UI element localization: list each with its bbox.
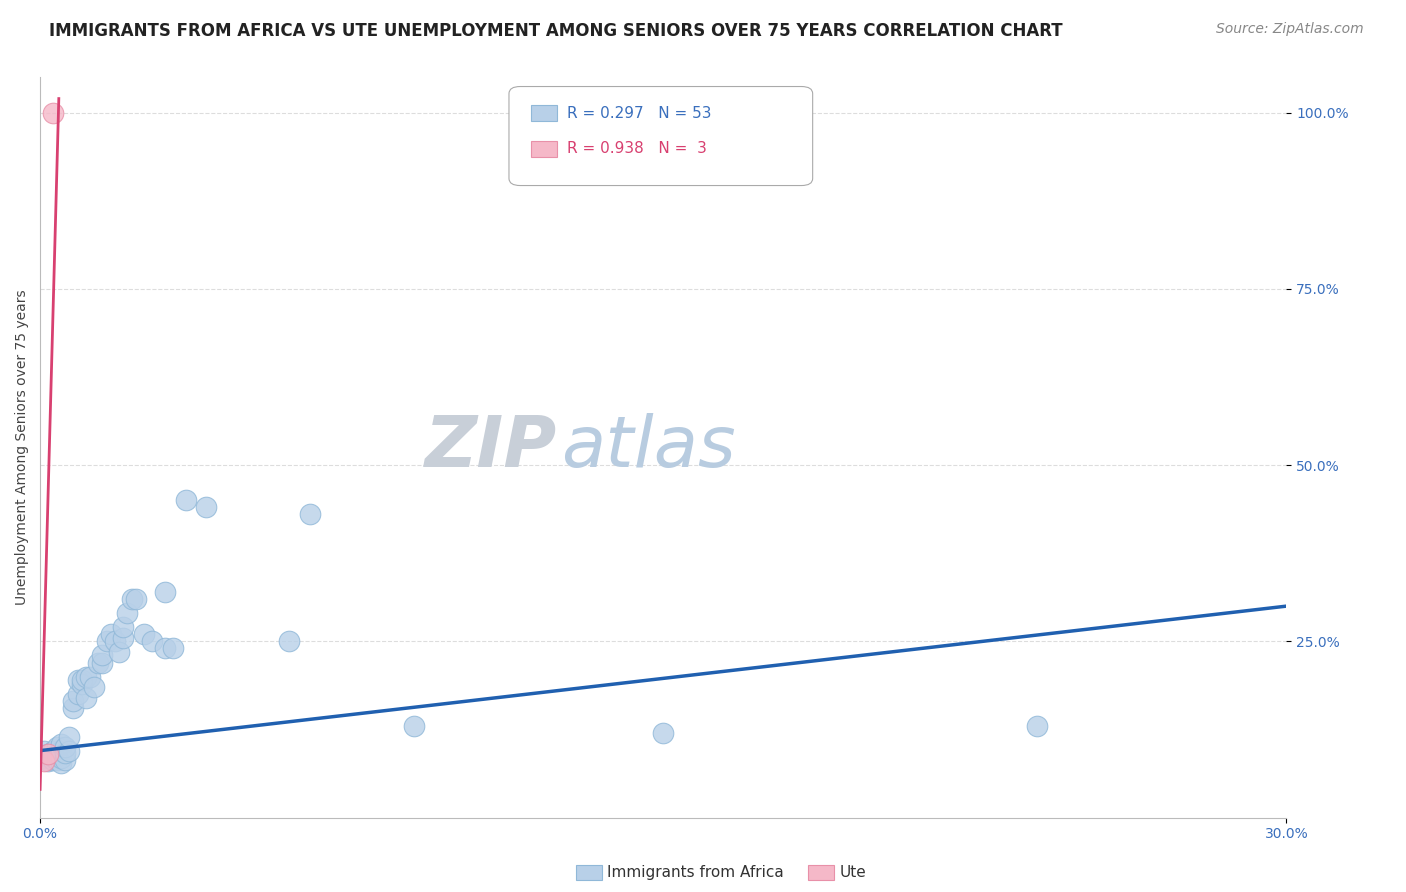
Point (58, 744, 80, 758)
Point (278, 634, 301, 648)
Point (66, 673, 89, 687)
Point (41, 105, 63, 120)
Point (117, 606, 139, 620)
Point (174, 493, 197, 508)
Point (62, 694, 84, 708)
Point (49, 750, 72, 764)
Point (153, 641, 176, 656)
Point (49, 756, 72, 770)
Point (162, 641, 184, 656)
Point (153, 585, 176, 599)
Point (53, 740, 76, 755)
Point (121, 592, 143, 607)
Point (91, 656, 114, 670)
Point (132, 627, 155, 641)
Text: Source: ZipAtlas.com: Source: ZipAtlas.com (1216, 22, 1364, 37)
Point (45, 753, 67, 767)
Point (70, 676, 93, 690)
Point (49, 737, 72, 751)
Y-axis label: Unemployment Among Seniors over 75 years: Unemployment Among Seniors over 75 years (15, 290, 30, 606)
Point (58, 730, 80, 744)
Text: ZIP: ZIP (425, 413, 557, 482)
Point (1026, 719, 1049, 733)
Text: R = 0.938   N =  3: R = 0.938 N = 3 (567, 142, 706, 156)
Point (70, 673, 93, 687)
Point (41, 750, 63, 764)
Point (299, 508, 322, 522)
Point (41, 744, 63, 758)
Point (124, 592, 146, 607)
Point (87, 656, 110, 670)
Text: Immigrants from Africa: Immigrants from Africa (607, 865, 785, 880)
Text: atlas: atlas (561, 413, 735, 482)
Point (195, 500, 218, 515)
Point (53, 746, 76, 760)
Text: R = 0.297   N = 53: R = 0.297 N = 53 (567, 106, 711, 120)
Point (53, 753, 76, 767)
Point (66, 687, 89, 701)
Point (37, 747, 59, 761)
Point (100, 627, 122, 641)
Text: Ute: Ute (839, 865, 866, 880)
Point (96, 634, 118, 648)
Point (108, 645, 131, 659)
Point (37, 754, 59, 768)
Point (91, 648, 114, 663)
Point (32, 744, 55, 758)
Point (112, 620, 135, 634)
Point (402, 719, 425, 733)
Point (49, 744, 72, 758)
Point (32, 750, 55, 764)
Point (37, 747, 59, 761)
Point (45, 747, 67, 761)
Point (112, 631, 135, 645)
Point (104, 634, 127, 648)
Point (75, 670, 97, 684)
Point (45, 740, 67, 755)
Point (32, 754, 55, 768)
Point (83, 680, 105, 694)
Text: IMMIGRANTS FROM AFRICA VS UTE UNEMPLOYMENT AMONG SENIORS OVER 75 YEARS CORRELATI: IMMIGRANTS FROM AFRICA VS UTE UNEMPLOYME… (49, 22, 1063, 40)
Point (41, 753, 63, 767)
Point (62, 701, 84, 715)
Point (79, 670, 101, 684)
Point (141, 634, 163, 648)
Point (652, 726, 675, 740)
Point (75, 690, 97, 705)
